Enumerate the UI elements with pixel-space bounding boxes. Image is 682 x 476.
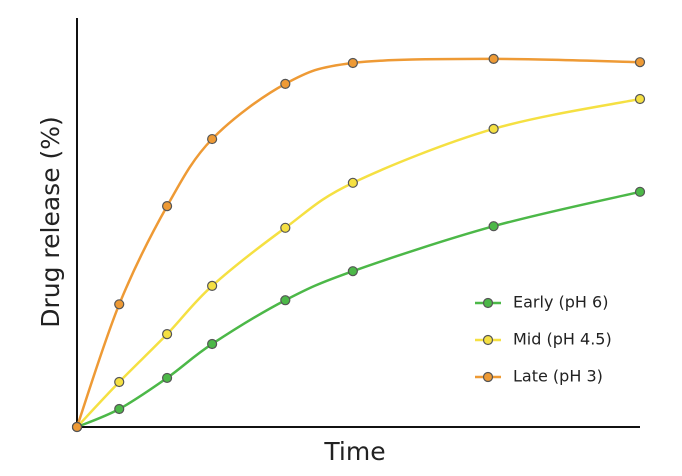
data-point bbox=[280, 78, 291, 89]
data-point bbox=[488, 221, 499, 232]
legend-key-marker bbox=[482, 334, 494, 346]
data-point bbox=[634, 57, 646, 68]
data-point bbox=[207, 280, 218, 291]
legend-label: Early (pH 6) bbox=[513, 293, 608, 312]
data-point bbox=[207, 338, 218, 350]
data-point bbox=[114, 376, 125, 388]
data-point bbox=[347, 57, 358, 69]
data-point bbox=[634, 93, 646, 105]
data-point bbox=[161, 372, 173, 384]
data-point bbox=[161, 329, 173, 340]
data-point bbox=[280, 295, 291, 306]
data-point bbox=[161, 201, 173, 212]
legend-key-marker bbox=[482, 371, 494, 383]
data-point bbox=[114, 403, 125, 415]
data-point bbox=[207, 133, 218, 145]
y-axis-label: Drug release (%) bbox=[36, 116, 65, 328]
legend-key-marker bbox=[482, 297, 494, 309]
data-point bbox=[347, 177, 358, 188]
data-point bbox=[71, 421, 83, 433]
legend-label: Late (pH 3) bbox=[513, 367, 603, 386]
legend-label: Mid (pH 4.5) bbox=[513, 330, 612, 349]
x-axis-label: Time bbox=[323, 437, 385, 466]
data-point bbox=[488, 123, 499, 134]
data-point bbox=[347, 266, 358, 277]
data-point bbox=[634, 186, 646, 197]
data-point bbox=[280, 222, 291, 233]
data-point bbox=[488, 53, 499, 65]
data-point bbox=[114, 299, 125, 310]
